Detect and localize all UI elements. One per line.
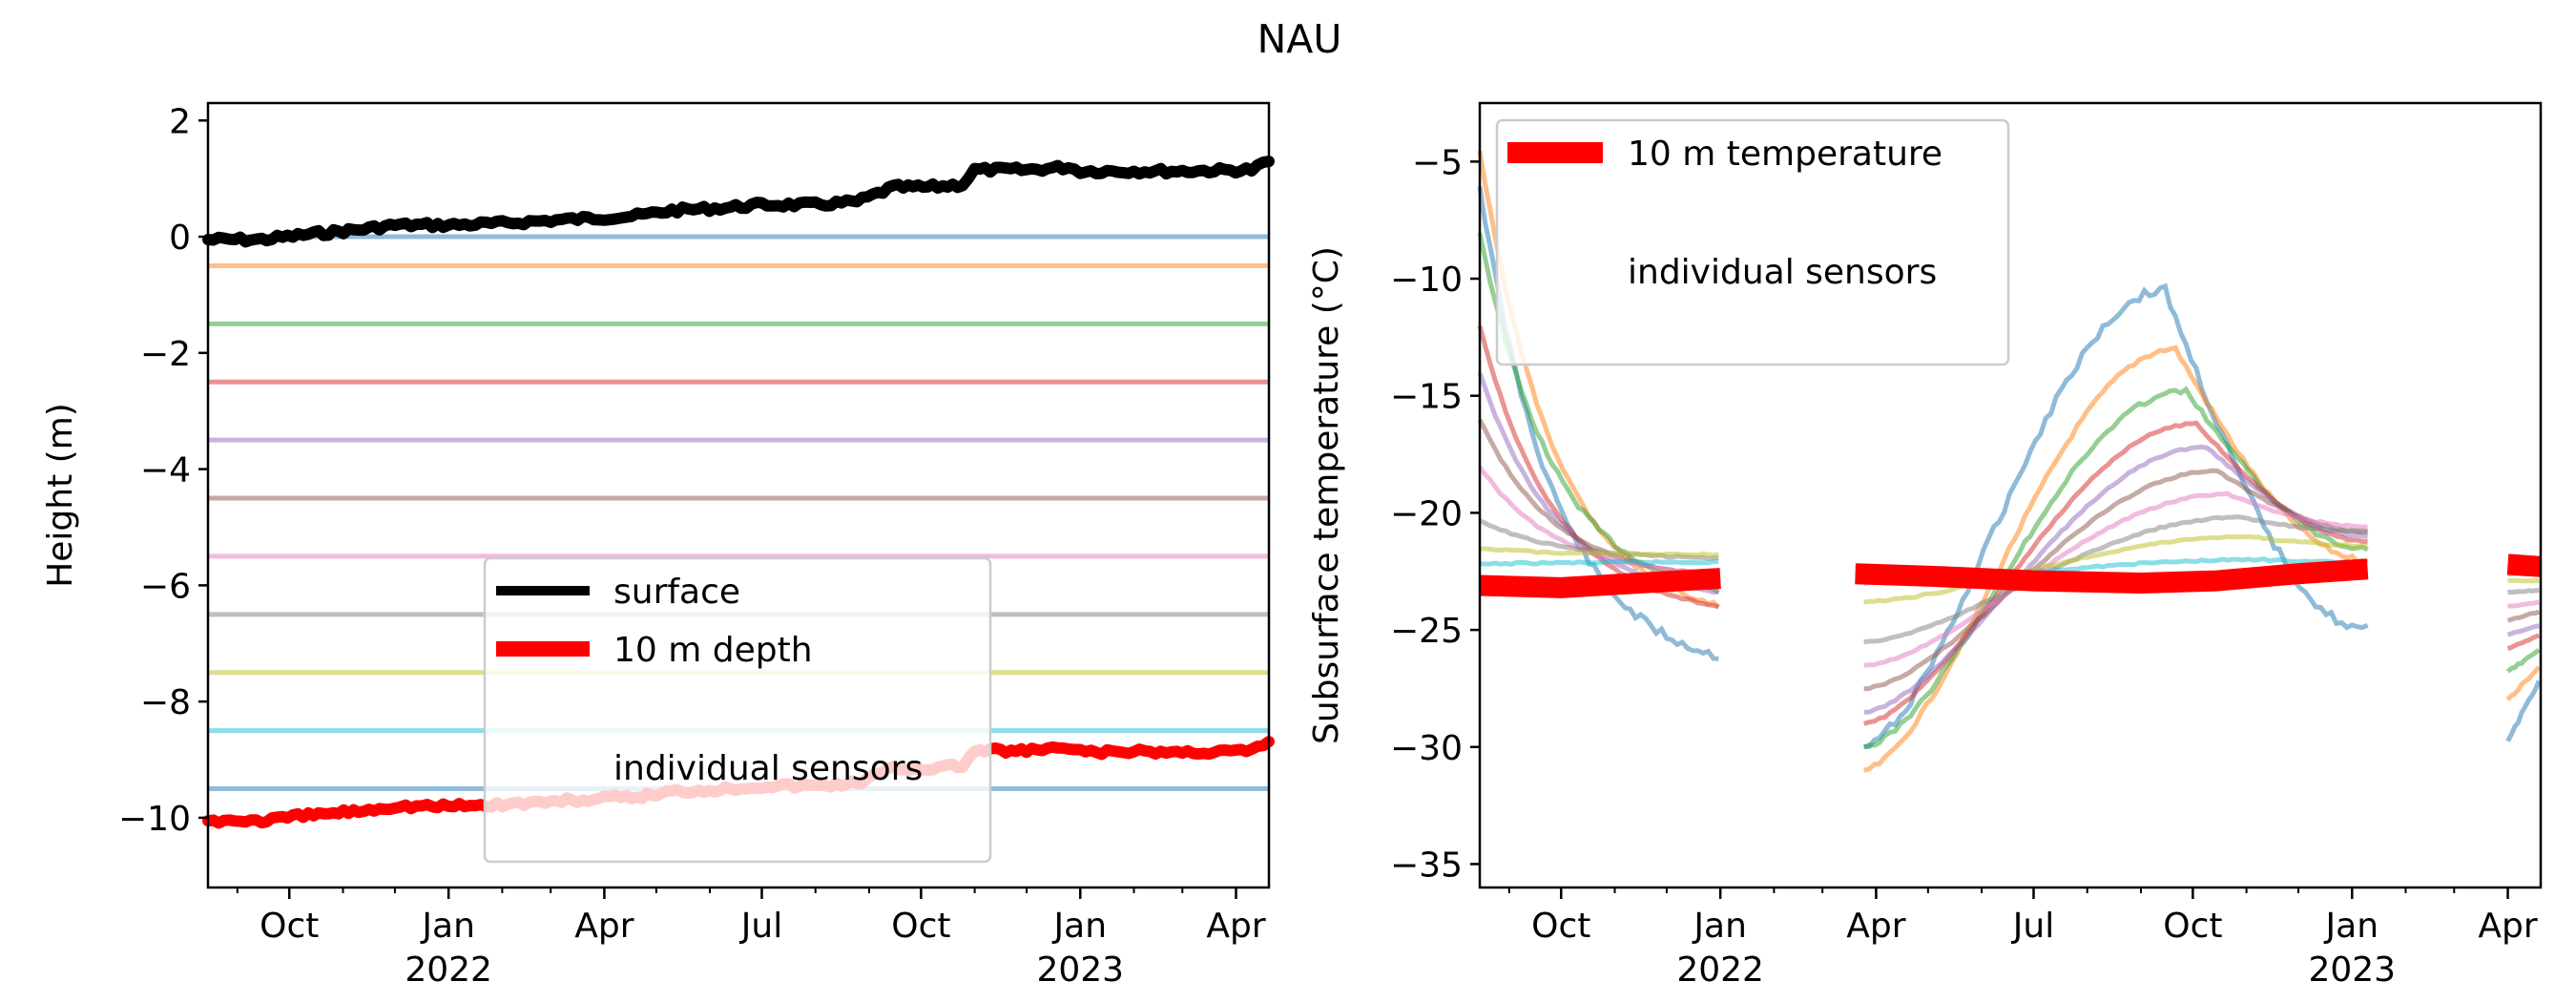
left-x-year-label: 2023: [1036, 950, 1124, 990]
sensor-temperature-line: [2507, 588, 2540, 595]
right-y-tick-label: −10: [1390, 261, 1463, 300]
right-x-tick-label: Oct: [2163, 907, 2222, 946]
left-y-tick-label: −2: [140, 335, 191, 374]
right-x-year-label: 2023: [2308, 950, 2396, 990]
sensor-temperature-line: [1479, 558, 1719, 568]
left-x-year-label: 2022: [405, 950, 492, 990]
left-x-tick-label: Apr: [1206, 907, 1265, 946]
right-y-tick-label: −35: [1390, 845, 1463, 885]
sensor-temperature-line: [2505, 648, 2541, 674]
right-axes-frame: [1478, 101, 2543, 889]
sensor-temperature-line: [2507, 577, 2540, 584]
sensor-temperature-line: [2507, 599, 2540, 609]
legend-label-10m-depth: 10 m depth: [613, 631, 813, 670]
left-y-tick-label: −4: [140, 451, 191, 491]
sensor-temperature-line: [2505, 665, 2542, 701]
right-legend-frame: [1495, 118, 2010, 366]
right-x-ticks: Oct Jan 2022 Apr Jul Oct Jan 2023 Apr: [1507, 887, 2538, 990]
right-y-axis-label: Subsurface temperature (°C): [1307, 246, 1346, 744]
left-y-ticks: 2 0 −2 −4 −6 −8 −10: [118, 102, 208, 839]
left-legend: surface 10 m depth individual sensors: [483, 556, 992, 864]
left-x-tick-label: Oct: [891, 907, 950, 946]
sensor-temperature-line: [1863, 344, 2368, 773]
left-y-tick-label: 2: [169, 102, 191, 141]
sensor-temperature-line: [1863, 514, 2369, 645]
surface-height-line: [202, 156, 1275, 248]
left-x-tick-label: Jul: [739, 907, 782, 946]
sensor-temperature-line: [1863, 468, 2368, 692]
right-y-tick-label: −5: [1412, 143, 1463, 182]
sensor-temperature-line: [2506, 633, 2541, 651]
right-y-tick-label: −20: [1390, 494, 1463, 533]
left-x-tick-label: Oct: [260, 907, 319, 946]
right-x-tick-label: Apr: [1846, 907, 1905, 946]
right-x-tick-label: Jan: [1692, 907, 1747, 946]
sensor-temperature-line: [1863, 491, 2368, 668]
right-y-tick-label: −15: [1390, 378, 1463, 417]
left-axes-frame: [206, 101, 1271, 889]
left-y-tick-label: −8: [140, 683, 191, 722]
left-legend-frame: [483, 556, 992, 864]
legend-label-10m-temperature: 10 m temperature: [1628, 135, 1942, 174]
right-y-ticks: −5 −10 −15 −20 −25 −30 −35: [1390, 143, 1480, 885]
right-x-tick-label: Jan: [2324, 907, 2379, 946]
sensor-temperature-line: [2505, 679, 2542, 742]
legend-label-individual-sensors: individual sensors: [613, 749, 923, 788]
temperature-10m-line: [1855, 558, 2369, 594]
left-x-tick-label: Apr: [574, 907, 634, 946]
temperature-10m-line: [2506, 553, 2542, 577]
temperature-10m-line: [1479, 568, 1721, 598]
left-x-ticks: Oct Jan 2022 Apr Jul Oct Jan 2023 Apr: [236, 887, 1266, 990]
left-x-tick-label: Jan: [420, 907, 475, 946]
right-x-tick-label: Oct: [1531, 907, 1590, 946]
right-x-year-label: 2022: [1676, 950, 1764, 990]
left-y-tick-label: −6: [140, 567, 191, 606]
right-plot-area: [1477, 150, 2542, 773]
right-y-tick-label: −25: [1390, 612, 1463, 651]
sensor-temperature-line: [1479, 546, 1719, 558]
right-y-tick-label: −30: [1390, 729, 1463, 768]
right-legend: 10 m temperature individual sensors: [1495, 118, 2010, 366]
figure-title: NAU: [1257, 16, 1342, 62]
left-x-tick-label: Jan: [1052, 907, 1108, 946]
sensor-temperature-line: [2506, 623, 2540, 637]
left-y-axis-label: Height (m): [41, 403, 80, 588]
right-x-tick-label: Apr: [2478, 907, 2537, 946]
sensor-temperature-line: [1863, 533, 2368, 605]
legend-label-right-individual-sensors: individual sensors: [1628, 253, 1937, 292]
legend-label-surface: surface: [613, 573, 740, 612]
left-y-tick-label: 0: [169, 219, 191, 258]
right-x-tick-label: Jul: [2011, 907, 2054, 946]
sensor-temperature-line: [2506, 609, 2541, 623]
left-y-tick-label: −10: [118, 800, 191, 839]
left-panel: 2 0 −2 −4 −6 −8 −10 Oct Jan 2022 Apr Jul Oct Jan 2023…: [41, 101, 1275, 990]
